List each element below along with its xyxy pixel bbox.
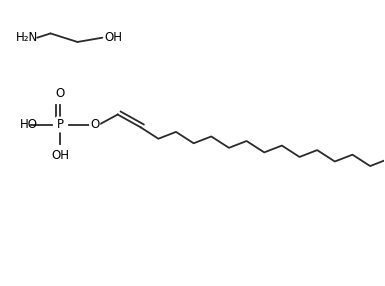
Text: OH: OH — [51, 149, 69, 162]
Text: OH: OH — [104, 31, 122, 44]
Text: HO: HO — [20, 118, 38, 131]
Text: H₂N: H₂N — [16, 31, 38, 44]
Text: O: O — [55, 87, 65, 100]
Text: O: O — [90, 118, 99, 131]
Text: P: P — [57, 118, 64, 131]
